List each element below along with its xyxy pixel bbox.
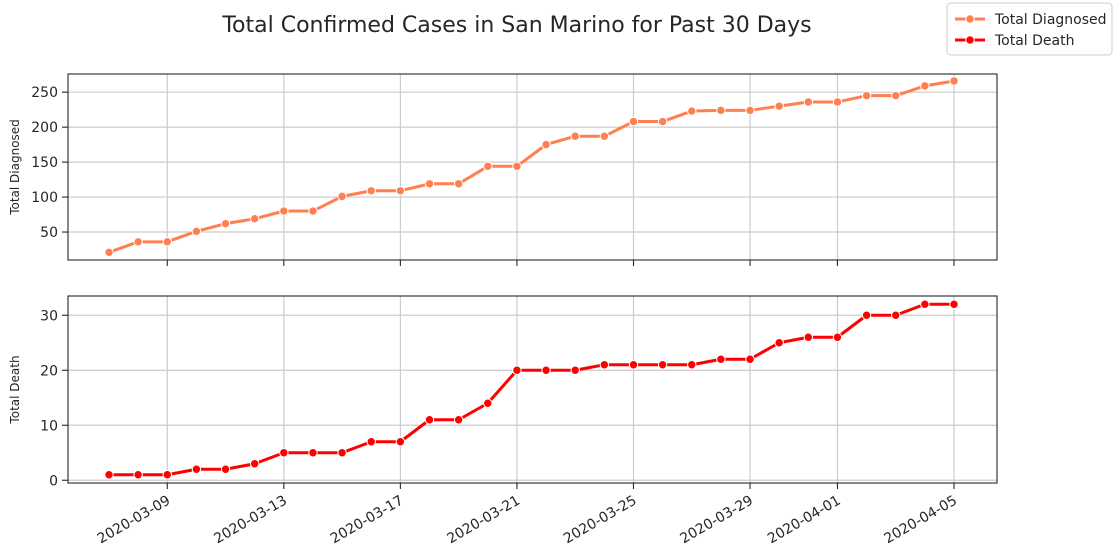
y-tick-label: 50 <box>40 225 58 241</box>
data-point <box>861 90 872 101</box>
data-point <box>133 470 143 480</box>
x-tick-label: 2020-03-25 <box>561 493 639 548</box>
legend-entry: Total Diagnosed <box>994 12 1107 28</box>
y-tick-label: 20 <box>40 363 58 379</box>
data-point <box>512 161 522 172</box>
x-tick-label: 2020-03-09 <box>95 493 173 548</box>
data-point <box>395 186 406 196</box>
data-point <box>687 106 697 116</box>
series-line <box>107 302 956 477</box>
data-point <box>920 299 930 309</box>
data-point <box>279 448 289 458</box>
data-point <box>279 206 289 216</box>
data-point <box>599 131 610 141</box>
data-point <box>104 247 114 258</box>
data-point <box>220 218 231 229</box>
data-point <box>424 415 435 425</box>
data-point <box>191 464 202 474</box>
y-tick-label: 10 <box>40 418 58 434</box>
data-point <box>628 116 639 127</box>
data-point <box>512 365 522 375</box>
data-point <box>745 105 755 116</box>
data-point <box>774 101 784 111</box>
y-tick-label: 200 <box>31 120 58 136</box>
data-point <box>599 360 610 370</box>
data-point <box>133 237 143 247</box>
data-point <box>453 179 464 189</box>
x-tick-label: 2020-03-21 <box>444 493 522 548</box>
data-point <box>104 470 114 480</box>
legend-box <box>946 2 1113 56</box>
data-point <box>424 179 435 189</box>
data-point <box>483 161 493 172</box>
data-point <box>483 398 493 408</box>
data-point <box>162 237 172 247</box>
x-tick-label: 2020-03-17 <box>328 493 406 548</box>
data-point <box>657 360 668 370</box>
x-tick-label: 2020-03-13 <box>211 493 289 548</box>
panel-1: 50 100 150 200 250 Total Diagnosed <box>8 73 998 266</box>
data-point <box>220 464 231 474</box>
data-point <box>920 81 930 91</box>
y-axis-label: Total Death <box>8 355 22 424</box>
data-point <box>541 139 551 150</box>
data-point <box>861 310 872 320</box>
data-point <box>803 97 814 107</box>
legend-entry: Total Death <box>994 33 1074 49</box>
legend-marker <box>965 35 975 45</box>
data-point <box>337 448 347 458</box>
data-point <box>949 299 959 309</box>
data-point <box>687 360 697 370</box>
data-point <box>949 76 959 86</box>
data-point <box>774 338 784 348</box>
data-point <box>308 206 318 216</box>
data-point <box>570 131 580 141</box>
data-point <box>308 448 318 458</box>
x-axis: 2020-03-09 2020-03-13 2020-03-17 2020-03-21… <box>95 493 960 548</box>
y-tick-label: 100 <box>31 190 58 206</box>
y-tick-label: 150 <box>31 155 58 171</box>
data-point <box>366 437 376 447</box>
data-point <box>716 354 726 364</box>
y-tick-label: 30 <box>40 308 58 324</box>
data-point <box>657 116 668 127</box>
y-tick-label: 0 <box>49 473 58 489</box>
y-axis-label: Total Diagnosed <box>8 119 22 216</box>
data-point <box>891 90 901 101</box>
panels: 50 100 150 200 250 Total Diagnosed 0 10 20 30 Tota… <box>8 73 998 489</box>
data-point <box>249 214 260 224</box>
data-point <box>716 105 726 116</box>
data-point <box>366 186 376 196</box>
plot-frame <box>67 295 998 484</box>
data-point <box>628 360 639 370</box>
x-tick-label: 2020-04-05 <box>882 493 960 548</box>
data-point <box>191 226 202 237</box>
data-point <box>249 459 260 469</box>
panel-2: 0 10 20 30 Total Death <box>8 295 998 489</box>
data-point <box>803 332 814 342</box>
data-point <box>891 310 901 320</box>
data-point <box>395 437 406 447</box>
plot-frame <box>67 73 998 261</box>
data-point <box>832 97 843 107</box>
data-point <box>541 365 551 375</box>
legend-marker <box>965 14 975 24</box>
series-line <box>107 79 956 254</box>
chart-title: Total Confirmed Cases in San Marino for … <box>221 13 811 38</box>
x-tick-label: 2020-03-29 <box>678 493 756 548</box>
legend: Total Diagnosed Total Death <box>946 2 1113 56</box>
data-point <box>745 354 755 364</box>
x-tick-label: 2020-04-01 <box>765 493 843 548</box>
y-tick-label: 250 <box>31 85 58 101</box>
data-point <box>832 332 843 342</box>
data-point <box>337 191 347 202</box>
data-point <box>453 415 464 425</box>
data-point <box>570 365 580 375</box>
data-point <box>162 470 172 480</box>
